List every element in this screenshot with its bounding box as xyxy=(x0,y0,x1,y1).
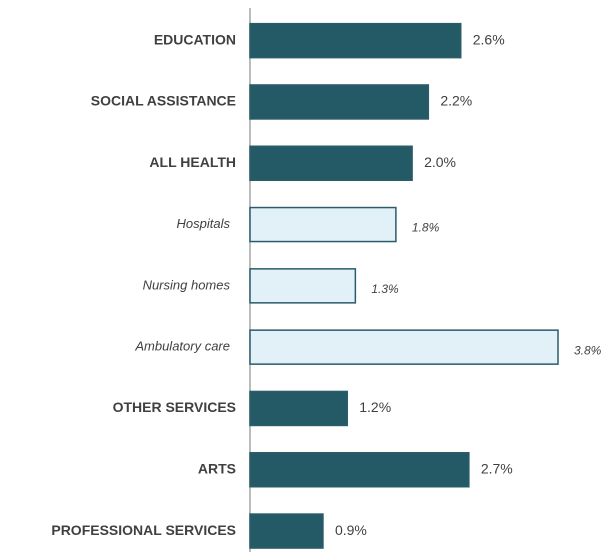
bar xyxy=(249,206,397,243)
category-label: Nursing homes xyxy=(143,277,231,292)
category-label: EDUCATION xyxy=(154,31,236,47)
category-label: Ambulatory care xyxy=(134,339,230,354)
bar xyxy=(249,145,413,181)
value-label: 1.8% xyxy=(412,221,440,235)
bar xyxy=(249,513,324,549)
category-label: PROFESSIONAL SERVICES xyxy=(51,522,236,538)
value-label: 2.6% xyxy=(473,31,505,47)
bar xyxy=(249,268,357,304)
category-label: ARTS xyxy=(198,460,236,476)
value-label: 2.0% xyxy=(424,154,456,170)
bar xyxy=(249,329,559,365)
bar xyxy=(249,22,462,59)
bar xyxy=(249,390,349,427)
value-label: 0.9% xyxy=(335,522,367,538)
value-label: 1.3% xyxy=(371,282,399,296)
category-label: OTHER SERVICES xyxy=(113,399,236,415)
value-label: 3.8% xyxy=(574,343,602,357)
value-label: 1.2% xyxy=(359,399,391,415)
bar xyxy=(249,452,470,488)
value-label: 2.7% xyxy=(481,460,513,476)
category-label: Hospitals xyxy=(177,216,231,231)
category-label: SOCIAL ASSISTANCE xyxy=(91,93,236,109)
value-label: 2.2% xyxy=(440,93,472,109)
category-label: ALL HEALTH xyxy=(149,154,236,170)
bar xyxy=(249,84,430,120)
